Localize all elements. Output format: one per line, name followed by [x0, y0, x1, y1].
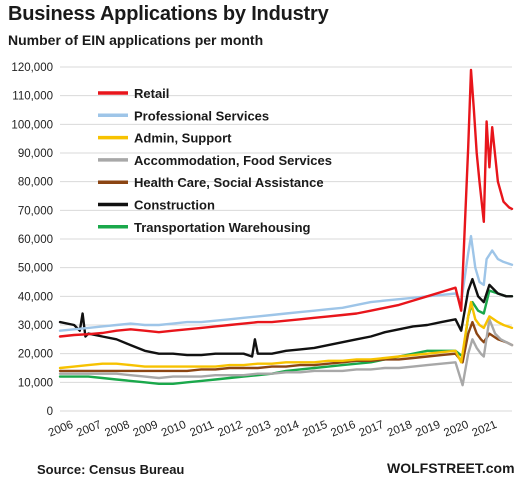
x-tick-label: 2016	[329, 419, 357, 440]
brand-logo-text: WOLFSTREET.com	[387, 460, 515, 476]
grid-lines	[60, 66, 512, 412]
y-tick-label: 10,000	[18, 377, 53, 389]
y-tick-label: 90,000	[18, 148, 53, 160]
y-tick-label: 60,000	[18, 234, 53, 246]
y-tick-label: 30,000	[18, 320, 53, 332]
legend-label: Retail	[134, 86, 169, 101]
series-line	[58, 300, 514, 370]
x-tick-label: 2017	[358, 419, 386, 440]
legend: Retail Professional Services Admin, Suppor…	[98, 86, 332, 235]
x-tick-label: 2008	[103, 419, 131, 440]
series-line	[58, 320, 514, 373]
y-tick-label: 80,000	[18, 177, 53, 189]
legend-label: Transportation Warehousing	[134, 220, 311, 235]
series-lines	[58, 68, 514, 387]
legend-label: Construction	[134, 198, 215, 213]
x-tick-label: 2015	[301, 419, 329, 440]
x-tick-label: 2019	[414, 419, 442, 440]
x-tick-label: 2006	[47, 419, 75, 440]
x-tick-label: 2013	[245, 419, 273, 440]
source-note: Source: Census Bureau	[37, 462, 185, 477]
y-tick-label: 0	[47, 406, 53, 418]
legend-label: Professional Services	[134, 108, 269, 123]
chart-title: Business Applications by Industry	[8, 3, 329, 25]
y-axis-ticks: 0 10,000 20,000 30,000 40,000 50,000 60,000 70,…	[11, 62, 53, 418]
series-line	[58, 277, 514, 358]
x-tick-label: 2012	[216, 419, 244, 440]
legend-label: Admin, Support	[134, 131, 232, 146]
x-tick-label: 2018	[386, 419, 414, 440]
chart-subtitle: Number of EIN applications per month	[8, 32, 264, 48]
y-tick-label: 110,000	[12, 91, 53, 103]
y-tick-label: 40,000	[18, 291, 53, 303]
legend-label: Accommodation, Food Services	[134, 153, 332, 168]
series-line	[58, 318, 514, 387]
y-tick-label: 120,000	[11, 62, 53, 74]
x-tick-label: 2021	[471, 419, 499, 440]
y-tick-label: 70,000	[18, 205, 53, 217]
x-tick-label: 2020	[442, 419, 470, 440]
x-tick-label: 2010	[160, 419, 188, 440]
y-tick-label: 50,000	[18, 263, 53, 275]
y-tick-label: 20,000	[18, 349, 53, 361]
legend-label: Health Care, Social Assistance	[134, 175, 324, 190]
series-line	[58, 234, 514, 332]
x-tick-label: 2014	[273, 419, 302, 440]
x-axis-ticks: 2006 2007 2008 2009 2010 2011 2012 2013 2014 2015…	[47, 419, 499, 440]
x-tick-label: 2009	[132, 419, 160, 440]
x-tick-label: 2011	[188, 419, 215, 439]
series-line	[58, 68, 514, 338]
x-tick-label: 2007	[75, 419, 103, 440]
y-tick-label: 100,000	[11, 119, 53, 131]
